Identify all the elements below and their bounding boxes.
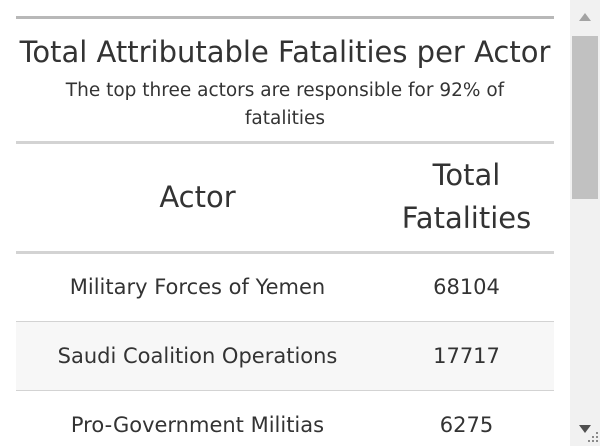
triangle-down-icon: [579, 425, 591, 433]
resize-grip-icon[interactable]: [586, 430, 598, 442]
cell-actor: Saudi Coalition Operations: [16, 321, 379, 391]
fatalities-table-widget: Total Attributable Fatalities per Actor …: [16, 16, 554, 446]
scroll-down-button[interactable]: [570, 412, 600, 446]
column-header-total-fatalities[interactable]: Total Fatalities: [379, 144, 554, 254]
column-header-actor[interactable]: Actor: [16, 144, 379, 254]
header-row: Actor Total Fatalities: [16, 144, 554, 254]
cell-fatalities: 68104: [379, 252, 554, 322]
table-row: Saudi Coalition Operations 17717: [16, 321, 554, 391]
fatalities-table: Actor Total Fatalities Military Forces o…: [16, 144, 554, 446]
cell-fatalities: 6275: [379, 390, 554, 446]
table-row: Pro-Government Militias 6275: [16, 390, 554, 446]
cell-actor: Pro-Government Militias: [16, 390, 379, 446]
cell-actor: Military Forces of Yemen: [16, 252, 379, 322]
caption-rule: [16, 141, 554, 144]
table-subtitle: The top three actors are responsible for…: [65, 80, 505, 129]
scrollbar-thumb[interactable]: [572, 36, 598, 199]
table-viewport: Total Attributable Fatalities per Actor …: [16, 16, 554, 446]
table-title: Total Attributable Fatalities per Actor: [19, 35, 551, 69]
table-caption: Total Attributable Fatalities per Actor …: [16, 19, 554, 141]
top-rule: [16, 16, 554, 19]
triangle-up-icon: [579, 13, 591, 21]
column-header-total-fatalities-label: Total Fatalities: [401, 158, 532, 236]
vertical-scrollbar[interactable]: [570, 0, 600, 446]
cell-fatalities: 17717: [379, 321, 554, 391]
table-row: Military Forces of Yemen 68104: [16, 252, 554, 322]
scroll-up-button[interactable]: [570, 0, 600, 34]
